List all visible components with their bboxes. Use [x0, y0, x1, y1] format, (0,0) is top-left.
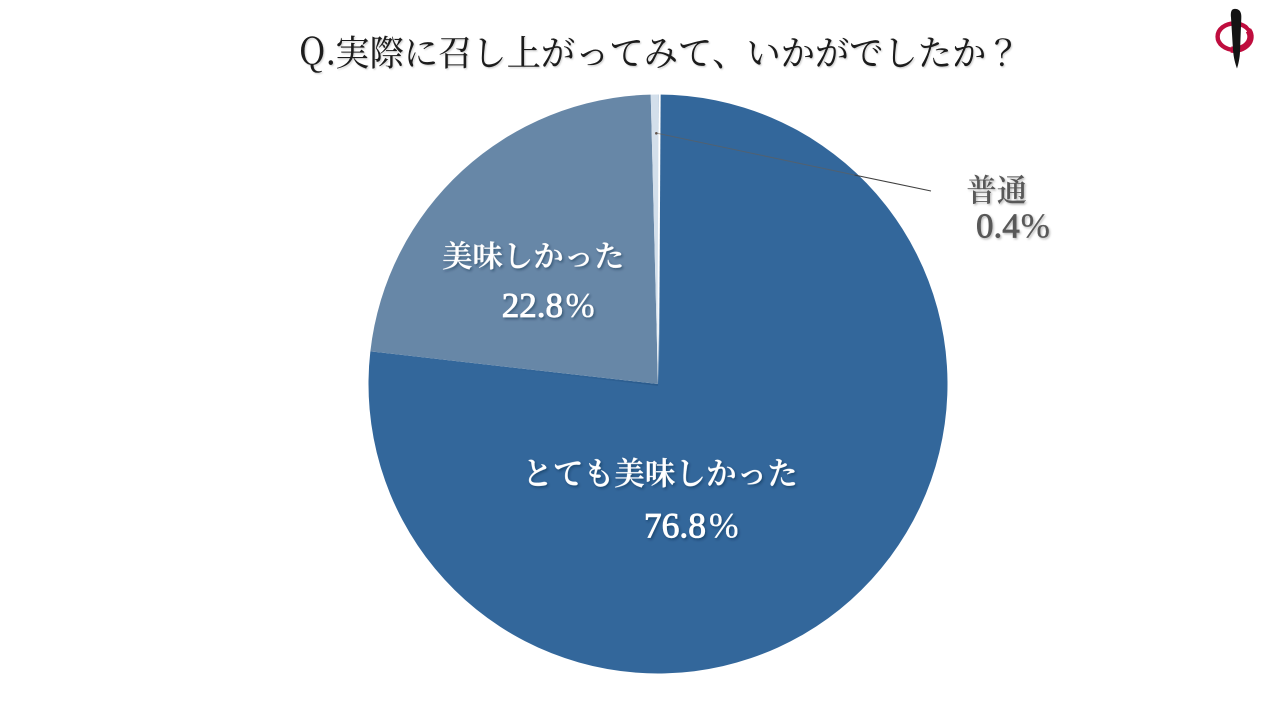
svg-text:0.4%: 0.4%: [976, 207, 1050, 246]
svg-text:76.8%: 76.8%: [644, 506, 739, 546]
svg-text:22.8%: 22.8%: [502, 286, 595, 325]
